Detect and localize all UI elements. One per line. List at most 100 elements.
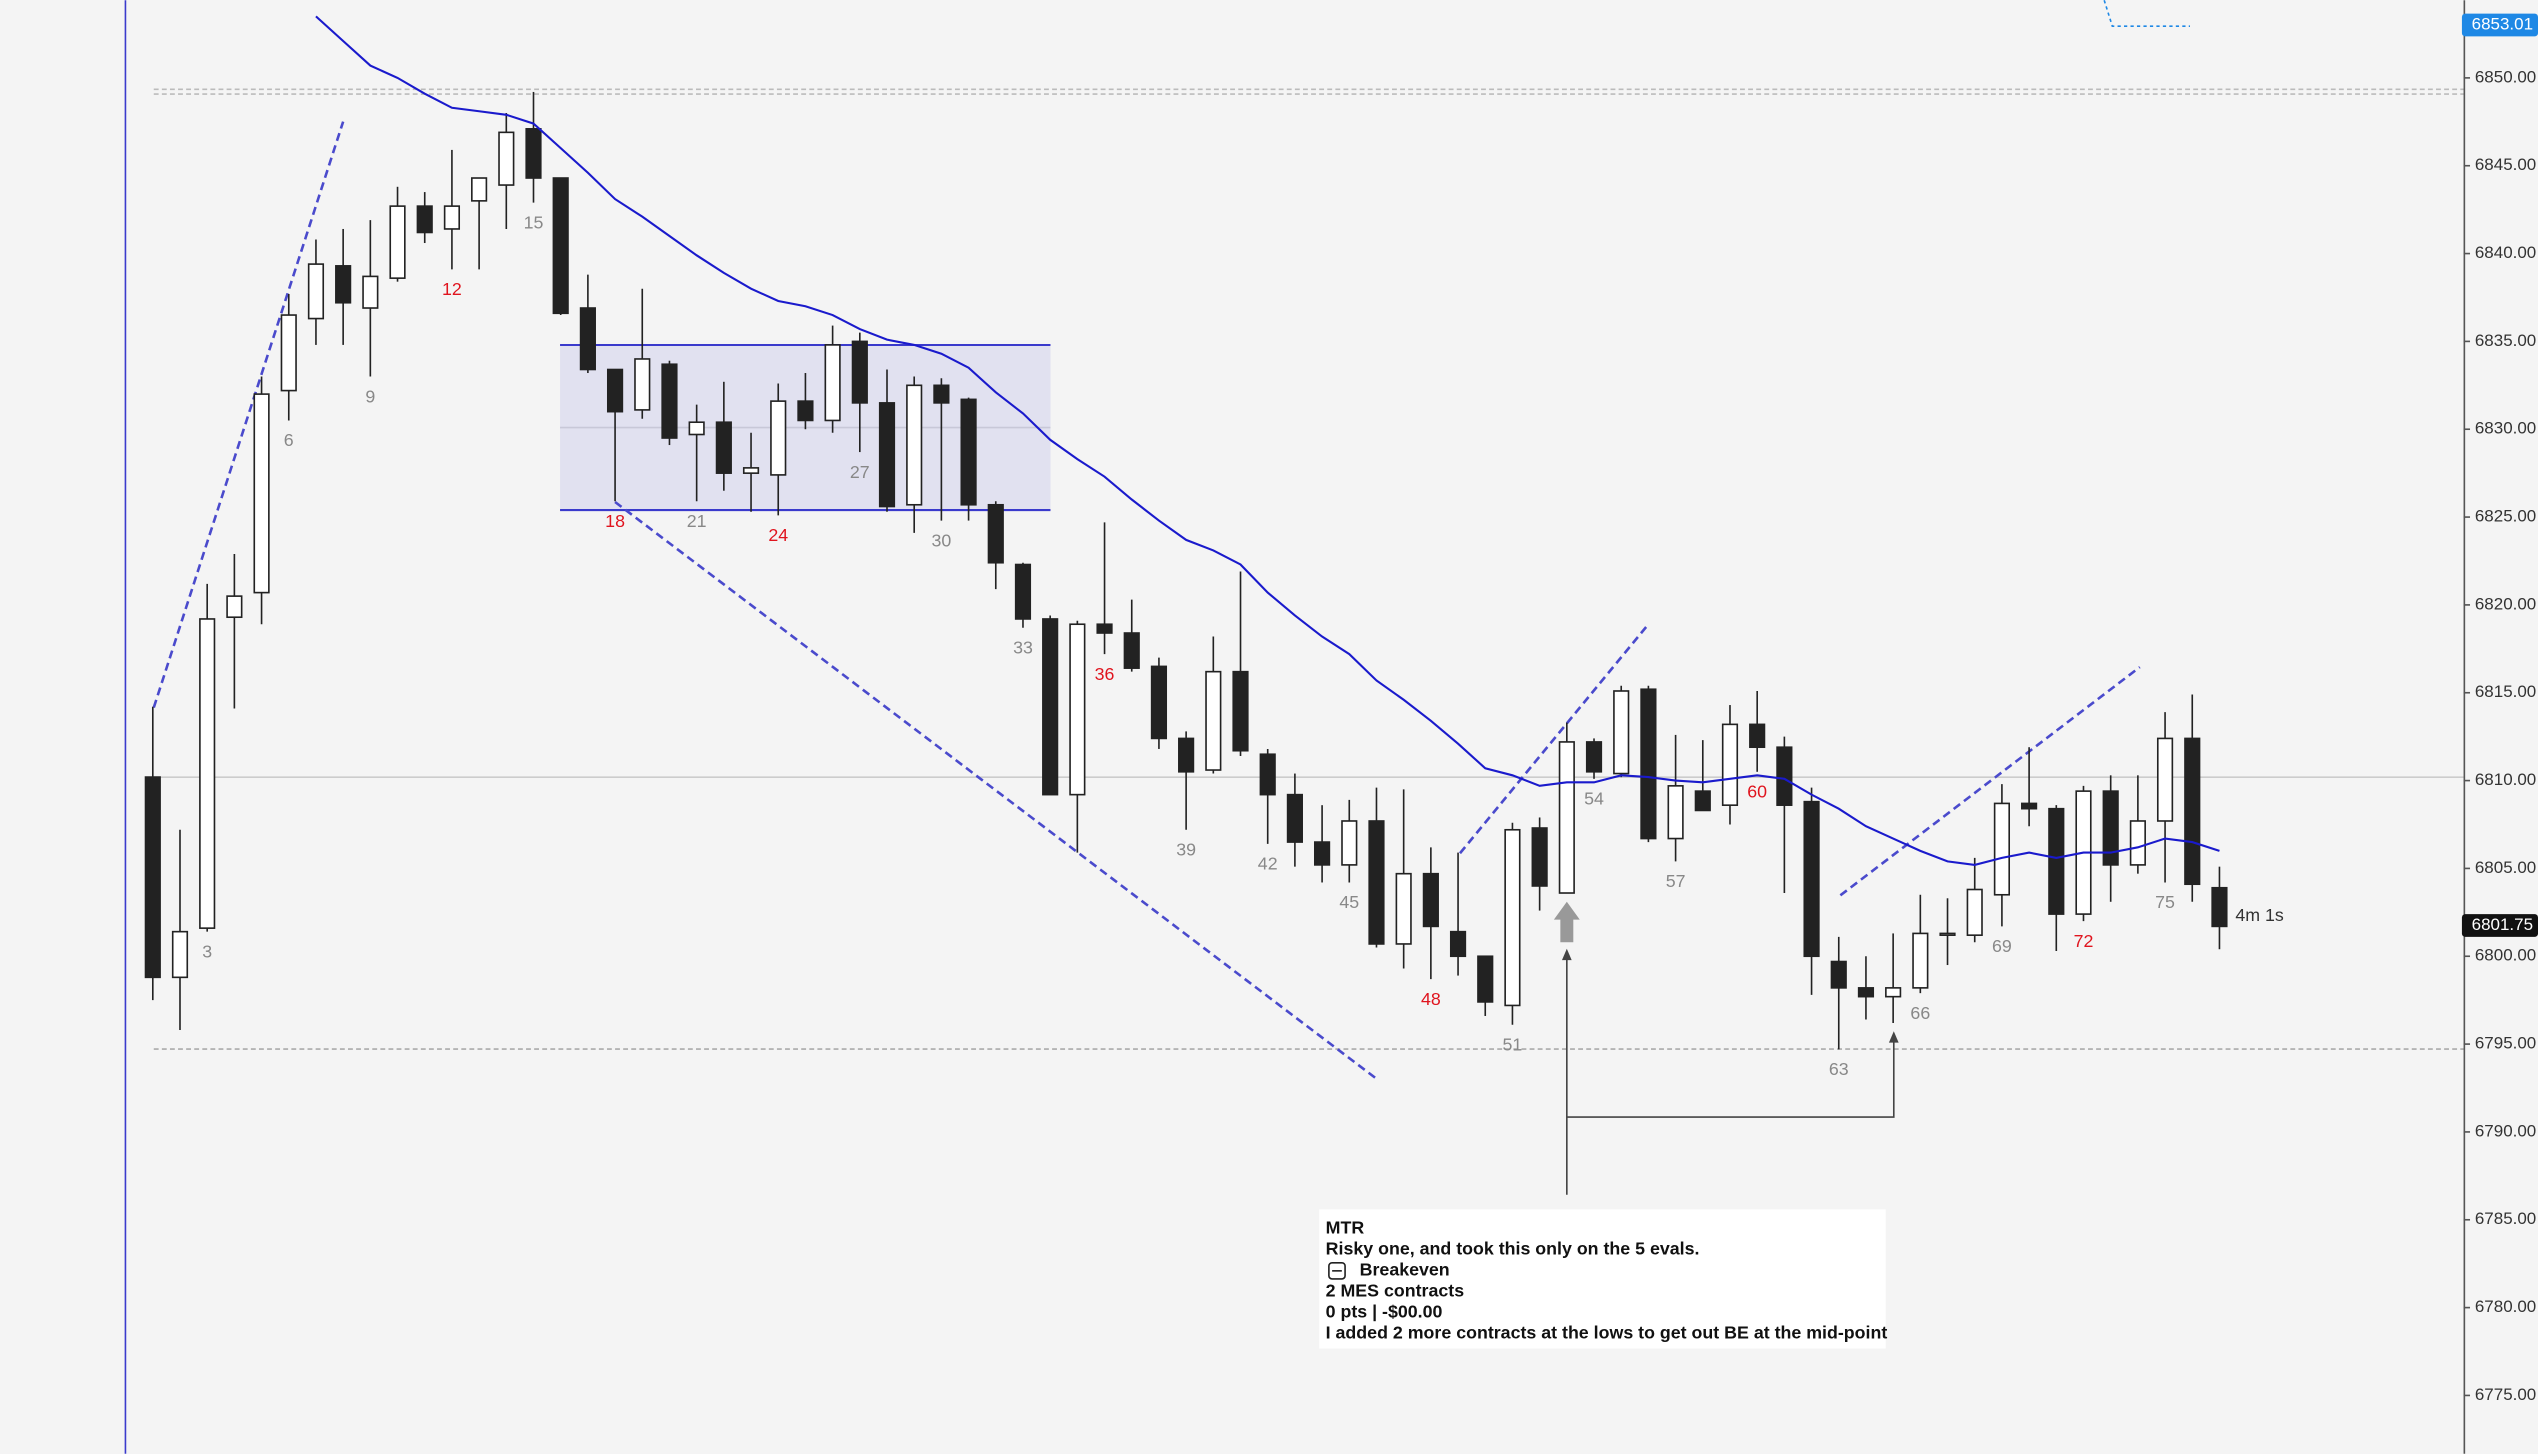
- candle-body: [2211, 886, 2228, 928]
- candle-body: [987, 503, 1004, 564]
- candle-body: [1123, 632, 1140, 669]
- candle-body: [2021, 802, 2038, 810]
- connector: [1566, 1039, 1895, 1118]
- countdown: 4m 1s: [2235, 905, 2284, 925]
- price-marker-label: 6801.75: [2472, 915, 2533, 934]
- y-tick-label: 6790.00: [2475, 1121, 2536, 1140]
- y-tick-label: 6785.00: [2475, 1209, 2536, 1228]
- bar-number: 75: [2155, 892, 2175, 912]
- bar-number: 21: [687, 511, 707, 531]
- annotation-line: I added 2 more contracts at the lows to …: [1326, 1323, 1888, 1343]
- candle-body: [878, 402, 896, 508]
- candle-body: [525, 128, 542, 179]
- bar-number: 33: [1013, 637, 1033, 657]
- candle-body: [1069, 623, 1086, 796]
- candle-body: [1259, 753, 1276, 796]
- candle-body: [1993, 802, 2011, 896]
- up-arrow: [1553, 901, 1580, 943]
- candle-body: [280, 314, 297, 392]
- candle-body: [824, 344, 841, 422]
- bar-number: 63: [1829, 1059, 1849, 1079]
- candle-body: [144, 776, 161, 979]
- candle-body: [1313, 841, 1331, 866]
- candle-body: [1830, 960, 1847, 989]
- candle-body: [552, 177, 569, 315]
- candle-body: [1558, 741, 1575, 894]
- annotation-line: MTR: [1326, 1217, 1365, 1237]
- candle-body: [688, 421, 705, 436]
- y-tick-label: 6835.00: [2475, 331, 2536, 350]
- y-tick-label: 6780.00: [2475, 1297, 2536, 1316]
- y-tick-label: 6775.00: [2475, 1385, 2536, 1404]
- candle-body: [1885, 987, 1902, 998]
- bar-number: 45: [1339, 892, 1359, 912]
- candle-body: [1014, 563, 1032, 620]
- candle-body: [960, 398, 977, 506]
- candle-body: [171, 930, 189, 979]
- candle-body: [1585, 741, 1603, 773]
- candle-body: [1341, 820, 1358, 866]
- y-tick-label: 6830.00: [2475, 419, 2536, 438]
- candle-body: [715, 421, 732, 474]
- price-axis-labels: 6775.00 6780.00 6785.00 6790.00 6795.00 6800.…: [2461, 13, 2538, 1404]
- candle-body: [1205, 670, 1222, 771]
- candle-body: [1912, 932, 1929, 989]
- bar-number: 12: [442, 279, 462, 299]
- candle-body: [1422, 872, 1439, 928]
- candle-body: [1939, 932, 1956, 936]
- candle-body: [1667, 785, 1684, 840]
- y-tick-label: 6820.00: [2475, 594, 2536, 613]
- candle-body: [1368, 820, 1385, 945]
- bar-number: 51: [1503, 1035, 1523, 1055]
- candle-body: [2184, 737, 2201, 886]
- bar-number: 6: [284, 430, 294, 450]
- candle-body: [1694, 790, 1711, 812]
- candle-body: [307, 263, 325, 320]
- y-tick-label: 6825.00: [2475, 507, 2536, 526]
- y-tick-label: 6800.00: [2475, 946, 2536, 965]
- candle-body: [661, 363, 678, 439]
- y-tick-label: 6805.00: [2475, 858, 2536, 877]
- candle-body: [579, 307, 596, 371]
- candle-body: [1857, 987, 1875, 998]
- y-tick-label: 6810.00: [2475, 770, 2536, 789]
- candle-body: [906, 384, 923, 506]
- candle-body: [1776, 746, 1793, 806]
- annotation-arrows: [1553, 901, 1899, 1195]
- arrow-head: [1561, 948, 1572, 961]
- trendline: [1839, 666, 2141, 897]
- trendline: [1458, 624, 1649, 855]
- annotation-line: 0 pts | -$00.00: [1326, 1302, 1443, 1322]
- bar-number: 60: [1747, 782, 1767, 802]
- bar-number: 24: [768, 525, 788, 545]
- candle-body: [1803, 800, 1820, 958]
- candle-body: [1721, 723, 1739, 806]
- annotation-line: Breakeven: [1360, 1260, 1450, 1280]
- bar-number: 18: [605, 511, 625, 531]
- candle-body: [933, 384, 950, 404]
- candle-body: [471, 177, 488, 202]
- price-marker: [2461, 914, 2538, 937]
- dotted-line: [2103, 0, 2190, 27]
- candle-body: [742, 467, 760, 474]
- bar-number: 42: [1258, 854, 1278, 874]
- candle-body: [416, 205, 433, 234]
- candle-body: [1232, 670, 1249, 752]
- bar-number: 39: [1176, 840, 1196, 860]
- bar-number: 72: [2074, 931, 2094, 951]
- price-marker-label: 6853.01: [2472, 14, 2533, 33]
- candle-body: [226, 595, 243, 619]
- candle-body: [1640, 688, 1657, 840]
- candle-body: [253, 393, 270, 594]
- bar-number: 57: [1666, 871, 1686, 891]
- candle-body: [2048, 807, 2065, 915]
- candle-body: [2129, 820, 2146, 866]
- trendlines: [152, 121, 2141, 1080]
- candle-body: [770, 400, 787, 476]
- candle-body: [1749, 723, 1766, 749]
- candle-body: [1178, 737, 1195, 773]
- bar-number: 36: [1095, 664, 1115, 684]
- candle-body: [797, 400, 814, 422]
